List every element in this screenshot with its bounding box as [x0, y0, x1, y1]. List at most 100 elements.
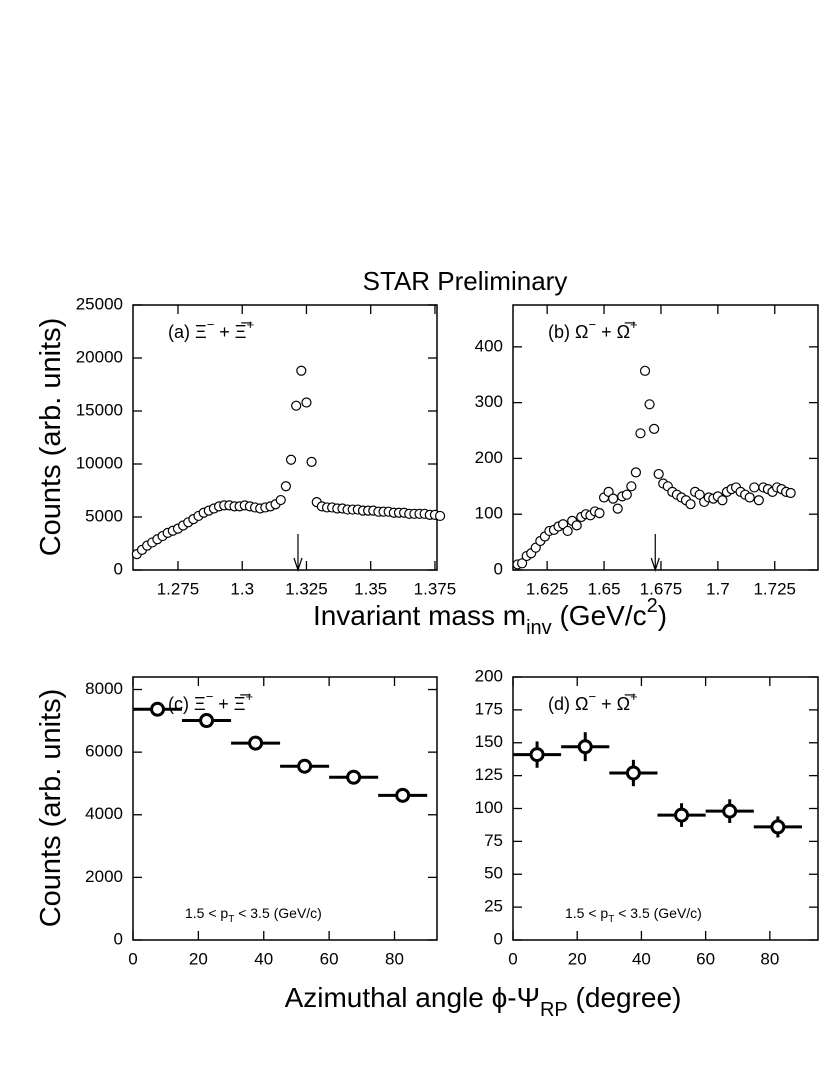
panel-label-part: (b) Ω: [548, 322, 588, 342]
data-point: [285, 454, 297, 465]
x-tick-label: 1.7: [706, 579, 730, 598]
panel-label-part: + Ξ̅: [214, 322, 252, 342]
data-point: [639, 365, 651, 376]
panel-label-part: (d) Ω: [548, 694, 588, 714]
x-tick-label: 1.625: [526, 579, 569, 598]
data-point: [517, 558, 528, 569]
panel-label-part: +: [246, 689, 254, 704]
y-tick-label: 0: [494, 929, 503, 948]
x-axis-label-part: 2: [647, 595, 658, 617]
data-point: [625, 765, 641, 781]
x-tick-label: 1.3: [230, 579, 254, 598]
data-point: [770, 819, 786, 835]
x-tick-label: 20: [568, 949, 587, 968]
y-tick-label: 200: [475, 666, 503, 685]
y-tick-label: 100: [475, 504, 503, 523]
x-tick-label: 60: [320, 949, 339, 968]
y-tick-label: 0: [114, 559, 123, 578]
x-axis-label: Invariant mass minv (GeV/c2): [313, 595, 667, 639]
x-tick-label: 1.65: [587, 579, 620, 598]
panel-label-part: +: [630, 689, 638, 704]
x-axis-label: Azimuthal angle ϕ-ΨRP (degree): [285, 982, 682, 1021]
data-point: [753, 495, 764, 506]
data-point: [296, 365, 307, 376]
y-tick-label: 100: [475, 798, 503, 817]
panel-label: (a) Ξ− + Ξ̅+: [168, 317, 254, 342]
mass-arrow: [293, 534, 303, 572]
x-tick-label: 1.375: [414, 579, 457, 598]
panel-label-part: (c) Ξ: [168, 694, 206, 714]
data-point: [649, 423, 660, 434]
data-point: [594, 507, 605, 519]
plot-frame: [512, 304, 819, 571]
x-tick-label: 80: [760, 949, 779, 968]
panel-note-part: < 3.5 (GeV/c): [614, 905, 702, 921]
panel-label-part: + Ξ̅: [213, 694, 251, 714]
data-point: [644, 399, 655, 410]
y-tick-label: 10000: [76, 453, 123, 472]
panel-label-part: −: [588, 317, 596, 332]
x-tick-label: 1.35: [354, 579, 387, 598]
panel-note: 1.5 < pT < 3.5 (GeV/c): [565, 905, 702, 925]
x-tick-label: 40: [632, 949, 651, 968]
panel-label: (b) Ω− + Ω̅+: [548, 317, 638, 342]
panel-label-part: + Ω̅: [596, 694, 636, 714]
y-tick-label: 200: [475, 448, 503, 467]
panel-label-part: (a) Ξ: [168, 322, 207, 342]
panel-label: (d) Ω− + Ω̅+: [548, 689, 638, 714]
y-tick-label: 125: [475, 765, 503, 784]
figure-title: STAR Preliminary: [363, 266, 568, 296]
y-tick-label: 25: [484, 897, 503, 916]
data-point: [434, 510, 446, 522]
x-axis-label-part: inv: [526, 617, 552, 639]
x-tick-label: 1.725: [753, 579, 796, 598]
y-axis-label: Counts (arb. units): [35, 689, 67, 928]
panel-label-part: −: [207, 317, 215, 332]
data-point: [635, 428, 646, 439]
data-point: [529, 747, 545, 763]
x-tick-label: 0: [128, 949, 137, 968]
panel-label-part: +: [630, 317, 638, 332]
panel-note: 1.5 < pT < 3.5 (GeV/c): [185, 905, 322, 925]
panel-note-part: T: [228, 914, 234, 925]
data-point: [301, 397, 312, 408]
data-point: [674, 807, 690, 823]
data-point: [621, 489, 632, 500]
data-point: [722, 803, 738, 819]
data-point: [248, 735, 264, 751]
data-point: [749, 482, 760, 493]
y-tick-label: 25000: [76, 294, 123, 313]
data-point: [608, 493, 619, 504]
y-tick-label: 50: [484, 864, 503, 883]
x-tick-label: 1.325: [285, 579, 328, 598]
data-point: [297, 758, 313, 774]
data-point: [717, 495, 728, 506]
data-point: [275, 494, 286, 506]
panel-label-part: +: [247, 317, 255, 332]
panel-label-part: + Ω̅: [596, 322, 636, 342]
y-axis-label: Counts (arb. units): [35, 318, 67, 557]
x-axis-label-part: (GeV/c: [552, 600, 647, 631]
y-tick-label: 6000: [85, 742, 123, 761]
data-point: [395, 787, 411, 803]
data-point: [150, 701, 166, 717]
y-tick-label: 8000: [85, 679, 123, 698]
x-tick-label: 80: [385, 949, 404, 968]
data-point: [612, 503, 623, 514]
mass-arrow: [650, 534, 660, 572]
y-tick-label: 75: [484, 831, 503, 850]
y-tick-label: 20000: [76, 347, 123, 366]
data-point: [306, 456, 317, 467]
data-point: [630, 467, 642, 478]
y-tick-label: 5000: [85, 506, 123, 525]
y-tick-label: 400: [475, 336, 503, 355]
data-point: [685, 499, 696, 510]
plot-frame: [132, 676, 438, 941]
x-axis-label-part: ): [658, 600, 667, 631]
panel-note-part: T: [608, 914, 614, 925]
x-axis-label-part: Azimuthal angle ϕ-Ψ: [285, 982, 540, 1013]
x-tick-label: 40: [254, 949, 273, 968]
y-axis-label-part: Counts (arb. units): [35, 689, 67, 928]
